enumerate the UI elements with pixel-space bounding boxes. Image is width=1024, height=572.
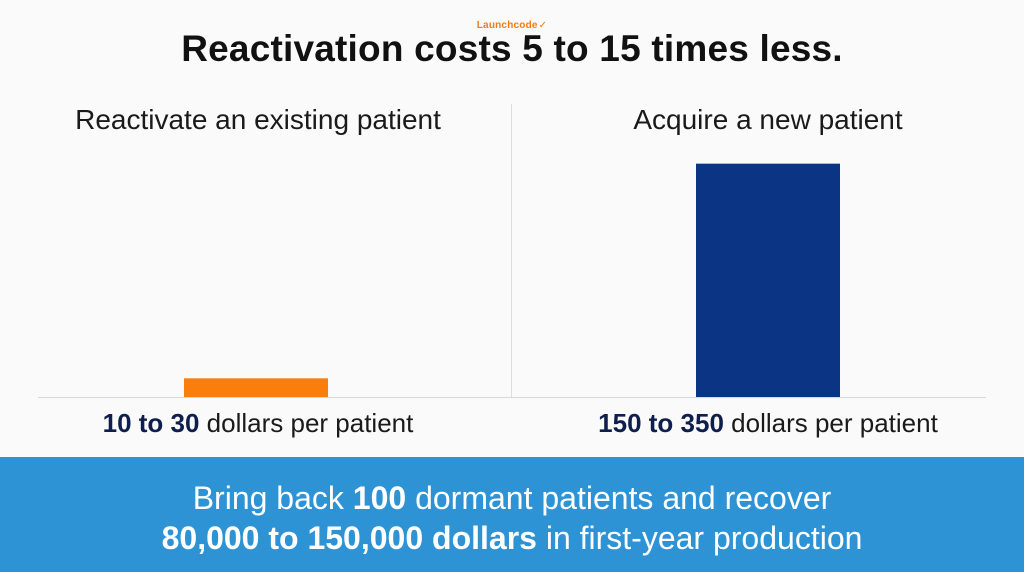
category-label-reactivate: Reactivate an existing patient bbox=[75, 104, 441, 135]
panel-divider bbox=[511, 104, 512, 398]
value-label-reactivate: 10 to 30 dollars per patient bbox=[20, 408, 496, 439]
brand-name: Launchcode bbox=[476, 20, 538, 31]
footer-line-1-post: dormant patients and recover bbox=[406, 480, 832, 516]
value-label-acquire-rest: dollars per patient bbox=[723, 408, 938, 438]
value-label-acquire-bold: 150 to 350 bbox=[598, 408, 724, 438]
value-label-reactivate-bold: 10 to 30 bbox=[102, 408, 200, 438]
footer-line-1: Bring back 100 dormant patients and reco… bbox=[0, 478, 1024, 518]
brand-logo: Launchcode✓ bbox=[0, 20, 1024, 31]
footer-line-2-bold: 80,000 to 150,000 dollars bbox=[161, 520, 537, 556]
footer-line-2: 80,000 to 150,000 dollars in first-year … bbox=[0, 518, 1024, 558]
footer-line-1-pre: Bring back bbox=[192, 480, 353, 516]
chart-baseline bbox=[38, 397, 986, 398]
value-label-reactivate-rest: dollars per patient bbox=[199, 408, 414, 438]
bar-acquire bbox=[696, 163, 840, 397]
value-label-acquire: 150 to 350 dollars per patient bbox=[520, 408, 1016, 439]
footer-line-2-post: in first-year production bbox=[536, 520, 863, 556]
footer-line-1-bold: 100 bbox=[352, 480, 407, 516]
page-title: Reactivation costs 5 to 15 times less. bbox=[181, 28, 843, 69]
checkmark-swoosh-icon: ✓ bbox=[538, 20, 548, 31]
category-label-acquire: Acquire a new patient bbox=[633, 104, 903, 135]
footer-banner: Bring back 100 dormant patients and reco… bbox=[0, 457, 1024, 572]
bar-reactivate bbox=[184, 378, 328, 397]
